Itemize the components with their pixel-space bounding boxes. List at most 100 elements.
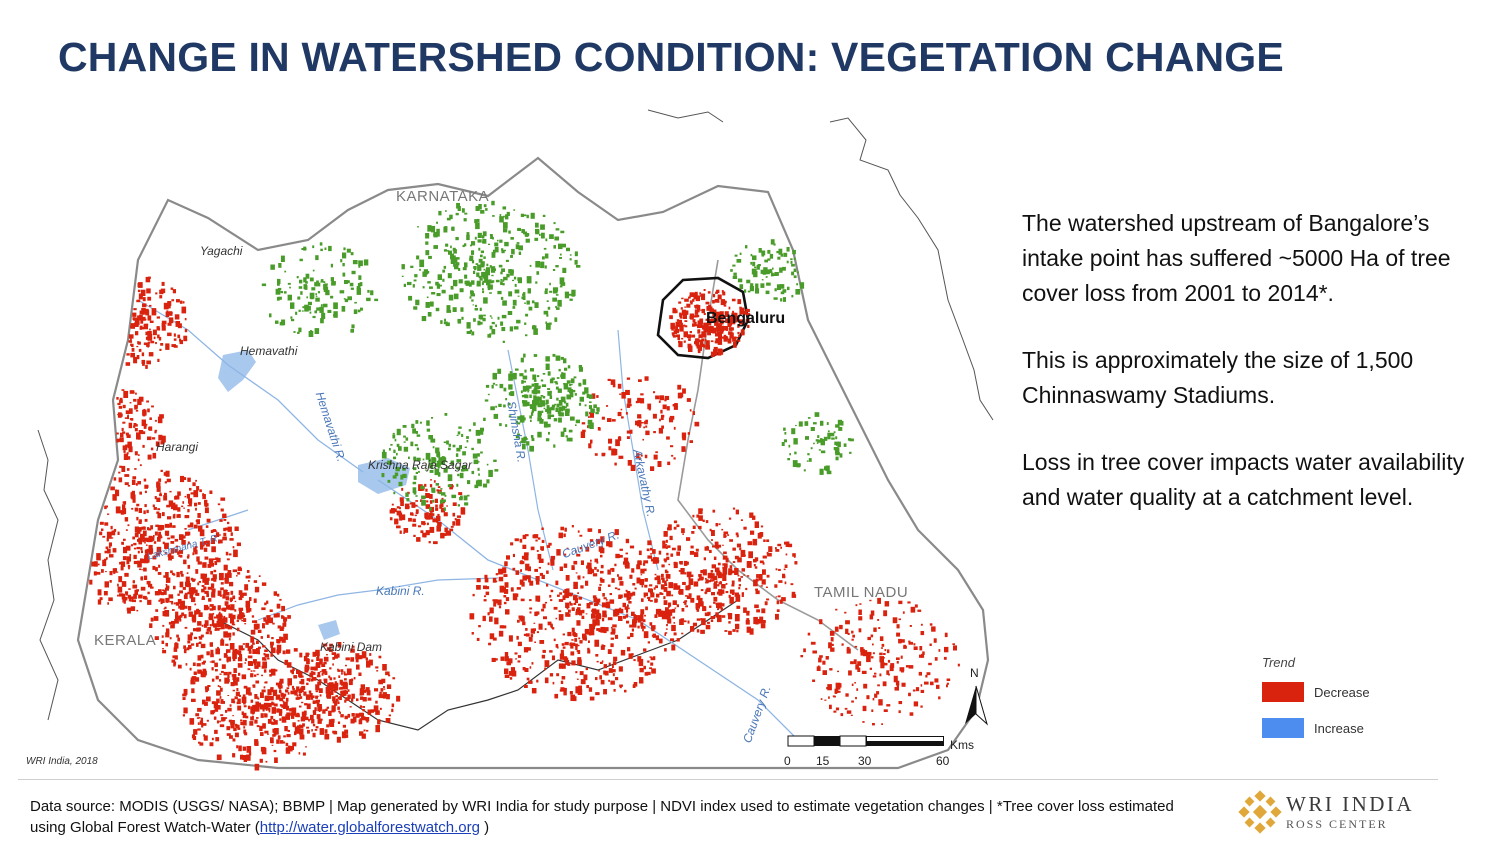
decrease-speckle — [125, 444, 129, 447]
decrease-speckle — [579, 547, 583, 550]
decrease-speckle — [608, 446, 612, 451]
decrease-speckle — [717, 544, 722, 548]
decrease-speckle — [651, 668, 656, 674]
decrease-speckle — [198, 525, 203, 532]
decrease-speckle — [619, 607, 622, 610]
decrease-speckle — [946, 682, 949, 685]
gain-speckle — [358, 260, 363, 267]
decrease-speckle — [539, 572, 543, 576]
decrease-speckle — [669, 535, 673, 541]
decrease-speckle — [688, 576, 691, 579]
decrease-speckle — [208, 616, 211, 620]
decrease-speckle — [692, 319, 696, 323]
decrease-speckle — [212, 574, 217, 580]
gain-speckle — [539, 400, 543, 404]
decrease-speckle — [211, 605, 216, 611]
gain-speckle — [791, 428, 796, 435]
gain-speckle — [290, 316, 293, 319]
gain-speckle — [491, 200, 495, 206]
decrease-speckle — [623, 593, 629, 598]
decrease-speckle — [713, 601, 716, 604]
gain-speckle — [764, 259, 768, 263]
decrease-speckle — [276, 613, 280, 618]
decrease-speckle — [298, 688, 303, 694]
decrease-speckle — [577, 530, 580, 533]
decrease-speckle — [326, 654, 328, 656]
decrease-speckle — [228, 606, 232, 610]
decrease-speckle — [780, 546, 782, 549]
decrease-speckle — [190, 632, 193, 636]
decrease-speckle — [227, 570, 232, 573]
decrease-speckle — [199, 636, 203, 640]
decrease-speckle — [146, 400, 149, 403]
decrease-speckle — [279, 598, 282, 601]
gain-speckle — [442, 269, 446, 273]
decrease-speckle — [484, 574, 488, 579]
north-label: N — [970, 666, 979, 680]
decrease-speckle — [279, 678, 284, 684]
decrease-speckle — [262, 723, 266, 729]
decrease-speckle — [106, 538, 109, 542]
decrease-speckle — [147, 408, 150, 413]
decrease-speckle — [261, 607, 266, 611]
gain-speckle — [546, 300, 549, 302]
decrease-speckle — [591, 393, 596, 399]
decrease-speckle — [562, 646, 566, 649]
decrease-speckle — [306, 682, 309, 686]
decrease-speckle — [603, 689, 607, 695]
gain-speckle — [450, 245, 452, 249]
footer-text: Data source: MODIS (USGS/ NASA); BBMP | … — [30, 798, 1174, 836]
decrease-speckle — [122, 597, 127, 601]
gfw-water-link[interactable]: http://water.globalforestwatch.org — [259, 819, 480, 836]
decrease-speckle — [606, 405, 609, 407]
decrease-speckle — [667, 527, 672, 531]
decrease-speckle — [130, 325, 134, 329]
decrease-speckle — [644, 578, 648, 582]
decrease-speckle — [253, 580, 258, 583]
decrease-speckle — [592, 573, 598, 577]
decrease-speckle — [124, 482, 129, 486]
decrease-speckle — [713, 346, 718, 352]
gain-speckle — [780, 253, 783, 257]
gain-speckle — [317, 282, 321, 287]
gain-speckle — [405, 492, 409, 497]
gain-speckle — [319, 242, 323, 246]
decrease-speckle — [256, 725, 260, 728]
decrease-speckle — [175, 602, 179, 606]
decrease-speckle — [623, 557, 629, 563]
decrease-speckle — [671, 547, 676, 551]
decrease-speckle — [731, 570, 735, 574]
gain-speckle — [452, 247, 456, 252]
decrease-speckle — [674, 328, 680, 334]
gain-speckle — [552, 269, 556, 271]
decrease-speckle — [705, 326, 710, 333]
decrease-speckle — [621, 392, 626, 399]
decrease-speckle — [222, 536, 227, 541]
decrease-speckle — [644, 420, 648, 425]
decrease-speckle — [157, 572, 162, 575]
gain-speckle — [525, 313, 529, 317]
gain-speckle — [816, 442, 819, 444]
decrease-speckle — [197, 513, 201, 518]
gain-speckle — [500, 279, 503, 281]
decrease-speckle — [735, 532, 739, 536]
decrease-speckle — [612, 624, 617, 628]
decrease-speckle — [691, 531, 695, 534]
gain-speckle — [473, 459, 479, 465]
decrease-speckle — [177, 491, 181, 496]
decrease-speckle — [243, 758, 247, 762]
decrease-speckle — [883, 653, 886, 655]
decrease-speckle — [132, 536, 135, 540]
decrease-speckle — [777, 595, 781, 598]
gain-speckle — [483, 256, 486, 259]
decrease-speckle — [647, 555, 652, 559]
decrease-speckle — [142, 409, 147, 416]
decrease-speckle — [224, 604, 227, 606]
decrease-speckle — [326, 724, 330, 728]
gain-speckle — [431, 417, 434, 419]
gain-speckle — [270, 264, 275, 270]
gain-speckle — [485, 208, 488, 211]
decrease-speckle — [158, 327, 161, 331]
decrease-speckle — [356, 698, 359, 702]
decrease-speckle — [684, 311, 688, 314]
